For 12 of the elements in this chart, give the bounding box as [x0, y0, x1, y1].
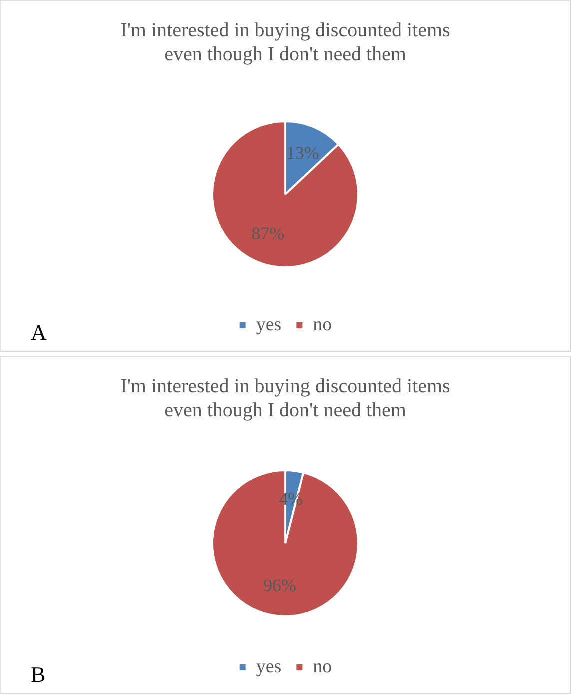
- data-label: 4%: [278, 488, 303, 509]
- legend-label: yes: [256, 314, 282, 336]
- chart-title: I'm interested in buying discounted items even though I don't need them: [120, 375, 451, 422]
- chart-title: I'm interested in buying discounted items even though I don't need them: [120, 19, 451, 66]
- legend-label: no: [313, 314, 332, 336]
- legend-label: no: [313, 656, 332, 678]
- text: A: [31, 320, 47, 345]
- data-label: 13%: [286, 143, 320, 164]
- data-label: 87%: [252, 223, 285, 244]
- text: B: [31, 662, 46, 687]
- data-label: 96%: [264, 576, 297, 596]
- legend-label: yes: [256, 656, 282, 678]
